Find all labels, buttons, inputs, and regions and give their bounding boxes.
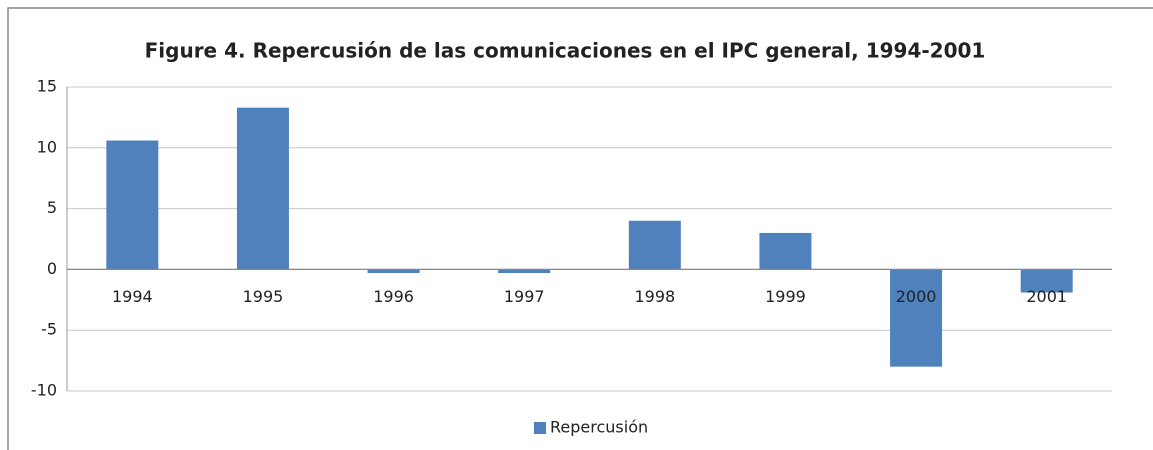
bar bbox=[1020, 269, 1073, 293]
legend-label: Repercusión bbox=[550, 418, 648, 437]
x-tick-label: 1995 bbox=[243, 287, 284, 306]
y-tick-label: -10 bbox=[31, 381, 57, 400]
x-tick-label: 1996 bbox=[373, 287, 414, 306]
x-tick-label: 2001 bbox=[1026, 287, 1067, 306]
legend-swatch bbox=[534, 422, 546, 434]
chart-frame bbox=[7, 7, 1153, 450]
y-tick-label: -5 bbox=[41, 320, 57, 339]
y-tick-label: 15 bbox=[37, 77, 57, 96]
y-tick-label: 5 bbox=[47, 198, 57, 217]
bar bbox=[106, 140, 159, 270]
x-tick-label: 1999 bbox=[765, 287, 806, 306]
bar bbox=[628, 220, 681, 270]
bar bbox=[236, 107, 289, 270]
y-tick-label: 0 bbox=[47, 259, 57, 278]
bar bbox=[367, 269, 420, 274]
x-tick-label: 1997 bbox=[504, 287, 545, 306]
chart-title: Figure 4. Repercusión de las comunicacio… bbox=[145, 39, 986, 63]
bar bbox=[890, 269, 943, 367]
bar bbox=[759, 232, 812, 270]
y-tick-label: 10 bbox=[37, 137, 57, 156]
x-tick-label: 1994 bbox=[112, 287, 153, 306]
x-tick-label: 1998 bbox=[634, 287, 675, 306]
x-tick-label: 2000 bbox=[896, 287, 937, 306]
bar bbox=[498, 269, 551, 274]
